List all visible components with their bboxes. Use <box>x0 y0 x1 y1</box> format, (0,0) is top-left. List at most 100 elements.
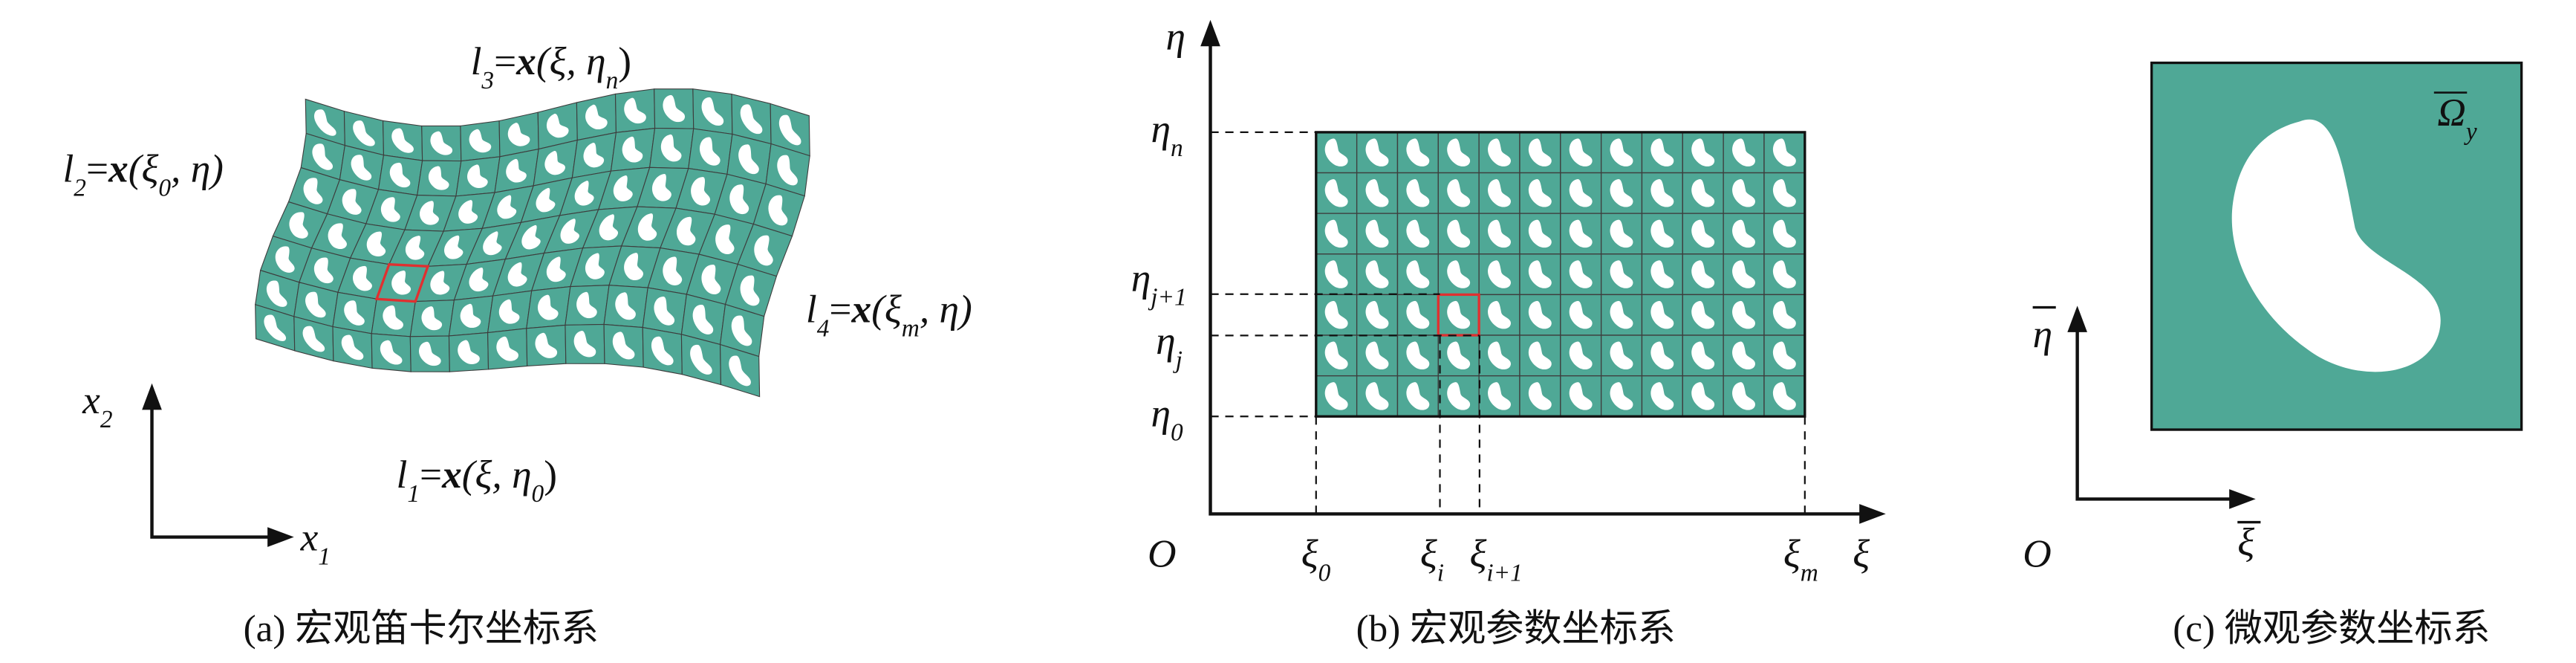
t: = <box>829 287 851 332</box>
inclusion <box>1406 260 1430 288</box>
inclusion <box>1732 382 1755 410</box>
inclusion <box>458 340 480 364</box>
inclusion <box>651 336 674 366</box>
t: m <box>902 314 920 342</box>
inclusion <box>1691 260 1715 288</box>
inclusion <box>389 162 411 188</box>
inclusion <box>663 256 683 285</box>
panel-b-mesh <box>1315 131 1806 418</box>
inclusion <box>1365 138 1389 166</box>
inclusion <box>1365 300 1389 329</box>
inclusion <box>1610 138 1633 166</box>
inclusion <box>768 195 788 226</box>
dashed-guides <box>1210 131 1806 514</box>
inclusion <box>1447 260 1471 288</box>
cell <box>1723 294 1765 336</box>
inclusion <box>754 235 773 266</box>
inclusion <box>692 304 714 334</box>
inclusion <box>738 144 759 175</box>
inclusion <box>264 314 287 341</box>
axis-label: η <box>2033 311 2052 356</box>
inclusion <box>1772 178 1796 207</box>
t: x <box>300 514 319 559</box>
inclusion <box>536 187 556 213</box>
t: η <box>1131 255 1151 300</box>
t: y <box>2464 118 2477 146</box>
inclusion <box>1447 219 1471 248</box>
inclusion <box>469 129 492 153</box>
t: x <box>82 378 100 422</box>
inclusion <box>344 300 365 326</box>
inclusion <box>1324 138 1348 166</box>
panel-a-mesh <box>255 88 810 398</box>
inclusion <box>428 166 449 190</box>
caption: (c) 微观参数坐标系 <box>2173 608 2490 650</box>
inclusion <box>521 224 541 250</box>
inclusion <box>1528 341 1552 370</box>
t: j <box>1173 346 1183 373</box>
inclusion <box>1569 300 1593 329</box>
inclusion <box>663 94 686 123</box>
inclusion <box>1732 138 1755 166</box>
inclusion <box>275 246 295 273</box>
inclusion <box>1650 260 1674 288</box>
inclusion <box>1488 382 1511 410</box>
inclusion <box>1610 178 1633 207</box>
inclusion <box>421 306 443 331</box>
inclusion <box>613 175 633 201</box>
inclusion <box>405 236 425 260</box>
inclusion <box>1488 341 1511 370</box>
origin-label: O <box>2023 531 2052 576</box>
inclusion <box>1447 300 1471 329</box>
inclusion <box>546 256 566 282</box>
t: , η) <box>920 287 972 332</box>
inclusion <box>496 336 518 361</box>
t: l <box>471 39 482 83</box>
inclusion <box>777 155 798 186</box>
highlight-cell <box>1437 293 1480 337</box>
inclusion <box>467 164 488 189</box>
arrow <box>1859 504 1886 524</box>
inclusion <box>651 174 671 201</box>
inclusion <box>1488 260 1511 288</box>
inclusion <box>1772 300 1796 329</box>
inclusion <box>1569 178 1593 207</box>
inclusion <box>740 104 763 135</box>
axis-label: η <box>1165 14 1185 59</box>
inclusion <box>1691 382 1715 410</box>
axis-label: ξ <box>2237 520 2254 564</box>
inclusion <box>380 340 403 365</box>
inclusion <box>1732 178 1755 207</box>
t: = <box>86 146 108 191</box>
axis-label: x2 <box>82 378 112 433</box>
t: ξ <box>1783 531 1801 576</box>
arrow <box>142 383 162 410</box>
t: ξ <box>1470 531 1487 576</box>
t: i <box>1437 559 1444 586</box>
boundary-label: l4=x(ξm, η) <box>806 287 972 343</box>
inclusion <box>498 299 520 324</box>
inclusion <box>1447 341 1471 370</box>
t: = <box>420 452 442 497</box>
inclusion <box>1610 341 1633 370</box>
t: η <box>1156 318 1175 363</box>
inclusion <box>1650 300 1674 329</box>
mesh-border <box>1315 131 1806 418</box>
inclusion <box>537 294 559 320</box>
inclusion <box>1406 341 1430 370</box>
inclusion <box>430 271 450 295</box>
inclusion <box>302 326 325 352</box>
inclusion <box>497 195 517 219</box>
inclusion <box>1528 178 1552 207</box>
origin-label: O <box>1148 531 1177 576</box>
inclusion <box>313 109 336 136</box>
t: m <box>1801 559 1818 586</box>
inclusion <box>740 275 760 306</box>
axes <box>1209 36 1867 516</box>
inclusion <box>701 97 724 126</box>
t: l <box>806 287 817 332</box>
inclusion <box>458 200 478 224</box>
tick-label: ξm <box>1783 531 1818 587</box>
tick-label: ηn <box>1151 106 1183 162</box>
inclusion <box>507 123 530 146</box>
